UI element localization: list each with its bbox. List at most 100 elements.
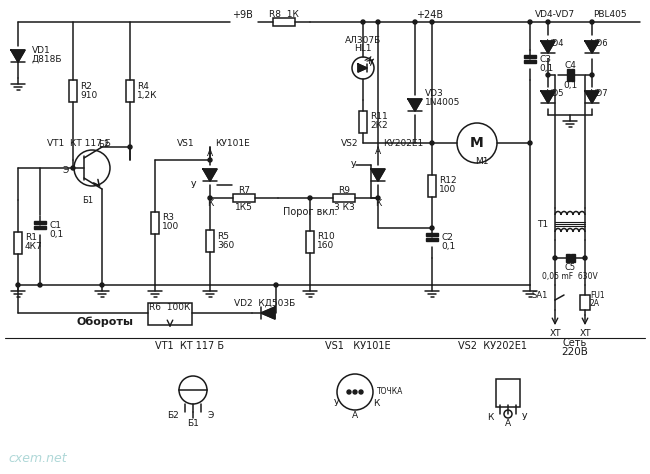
Bar xyxy=(566,254,570,262)
Text: FU1: FU1 xyxy=(590,291,605,300)
Text: К: К xyxy=(375,199,381,208)
Text: 3 К3: 3 К3 xyxy=(333,202,354,211)
Text: VS2: VS2 xyxy=(341,138,358,147)
Bar xyxy=(34,221,46,224)
Bar xyxy=(567,69,570,81)
Text: А: А xyxy=(207,148,213,157)
Bar xyxy=(126,80,134,102)
Polygon shape xyxy=(541,91,555,103)
Text: R4: R4 xyxy=(137,82,149,91)
Polygon shape xyxy=(541,41,555,53)
Text: R9: R9 xyxy=(338,185,350,194)
Text: VD5: VD5 xyxy=(547,89,565,98)
Bar xyxy=(524,55,536,58)
Text: А: А xyxy=(352,411,358,420)
Text: +9В: +9В xyxy=(232,10,253,20)
Text: АЛ307Б: АЛ307Б xyxy=(345,36,381,45)
Text: VS2  КУ202Е1: VS2 КУ202Е1 xyxy=(458,341,528,351)
Text: R10: R10 xyxy=(317,232,335,241)
Bar xyxy=(14,231,22,254)
Text: 0,1: 0,1 xyxy=(49,229,63,238)
Circle shape xyxy=(528,141,532,145)
Text: VD4-VD7: VD4-VD7 xyxy=(535,9,575,18)
Text: 0,05 mF  630V: 0,05 mF 630V xyxy=(542,272,598,281)
Bar xyxy=(273,18,295,26)
Bar xyxy=(69,80,77,102)
Circle shape xyxy=(583,256,587,260)
Polygon shape xyxy=(11,50,25,62)
Circle shape xyxy=(128,145,132,149)
Bar xyxy=(306,230,314,253)
Circle shape xyxy=(546,20,550,24)
Text: VS1: VS1 xyxy=(177,138,195,147)
Text: 4К7: 4К7 xyxy=(25,242,43,251)
Polygon shape xyxy=(358,64,367,72)
Bar xyxy=(571,69,574,81)
Circle shape xyxy=(38,283,42,287)
Text: R7: R7 xyxy=(238,185,250,194)
Circle shape xyxy=(347,390,351,394)
Circle shape xyxy=(353,390,357,394)
Circle shape xyxy=(590,73,594,77)
Text: 0,1: 0,1 xyxy=(441,241,455,250)
Text: 220В: 220В xyxy=(562,347,588,357)
Text: 360: 360 xyxy=(217,240,234,249)
Bar xyxy=(571,254,575,262)
Text: 1N4005: 1N4005 xyxy=(425,98,460,107)
Text: VD7: VD7 xyxy=(592,89,609,98)
Circle shape xyxy=(100,283,104,287)
Text: VD1: VD1 xyxy=(32,46,51,55)
Circle shape xyxy=(71,166,75,170)
Text: Б2: Б2 xyxy=(167,411,179,420)
Circle shape xyxy=(208,158,212,162)
Circle shape xyxy=(528,20,532,24)
Text: Д818Б: Д818Б xyxy=(32,55,62,64)
Circle shape xyxy=(376,20,380,24)
Text: К: К xyxy=(373,400,380,409)
Bar xyxy=(359,110,367,133)
Text: ХТ: ХТ xyxy=(579,328,591,337)
Polygon shape xyxy=(585,41,599,53)
Bar xyxy=(34,226,46,229)
Text: R6  100К: R6 100К xyxy=(150,303,190,312)
Circle shape xyxy=(16,283,20,287)
Circle shape xyxy=(430,20,434,24)
Text: VT1  КТ 117 Б: VT1 КТ 117 Б xyxy=(155,341,224,351)
Text: SA1: SA1 xyxy=(532,291,548,300)
Text: R11: R11 xyxy=(370,112,388,121)
Text: T1: T1 xyxy=(537,219,548,228)
Text: VD4: VD4 xyxy=(547,38,565,47)
Text: C4: C4 xyxy=(564,61,576,70)
Text: 910: 910 xyxy=(80,91,98,100)
Text: КУ202Е1: КУ202Е1 xyxy=(383,138,423,147)
Circle shape xyxy=(376,196,380,200)
Bar xyxy=(233,194,255,202)
Text: Сеть: Сеть xyxy=(563,338,587,348)
Text: Б1: Б1 xyxy=(83,195,94,204)
Text: C3: C3 xyxy=(539,55,551,64)
Bar xyxy=(333,194,355,202)
Text: 1К5: 1К5 xyxy=(235,202,253,211)
Bar xyxy=(426,238,438,241)
Text: M1: M1 xyxy=(475,156,489,165)
Circle shape xyxy=(413,20,417,24)
Circle shape xyxy=(359,390,363,394)
Text: VS1   КУ101Е: VS1 КУ101Е xyxy=(325,341,391,351)
Text: У: У xyxy=(333,400,339,409)
Text: VT1  КТ 117 Б: VT1 КТ 117 Б xyxy=(47,138,111,147)
Circle shape xyxy=(361,20,365,24)
Circle shape xyxy=(546,73,550,77)
Bar xyxy=(151,211,159,234)
Bar xyxy=(580,295,590,310)
Text: R5: R5 xyxy=(217,231,229,240)
Polygon shape xyxy=(203,169,217,181)
Text: 1,2К: 1,2К xyxy=(137,91,157,100)
Text: R8  1К: R8 1К xyxy=(269,9,299,18)
Text: PBL405: PBL405 xyxy=(593,9,627,18)
Text: VD2  КД503Б: VD2 КД503Б xyxy=(235,299,296,308)
Text: КУ101Е: КУ101Е xyxy=(215,138,250,147)
Text: R12: R12 xyxy=(439,176,456,185)
Text: У: У xyxy=(190,181,196,190)
Text: Обороты: Обороты xyxy=(77,317,133,327)
Text: Б2: Б2 xyxy=(98,139,110,148)
